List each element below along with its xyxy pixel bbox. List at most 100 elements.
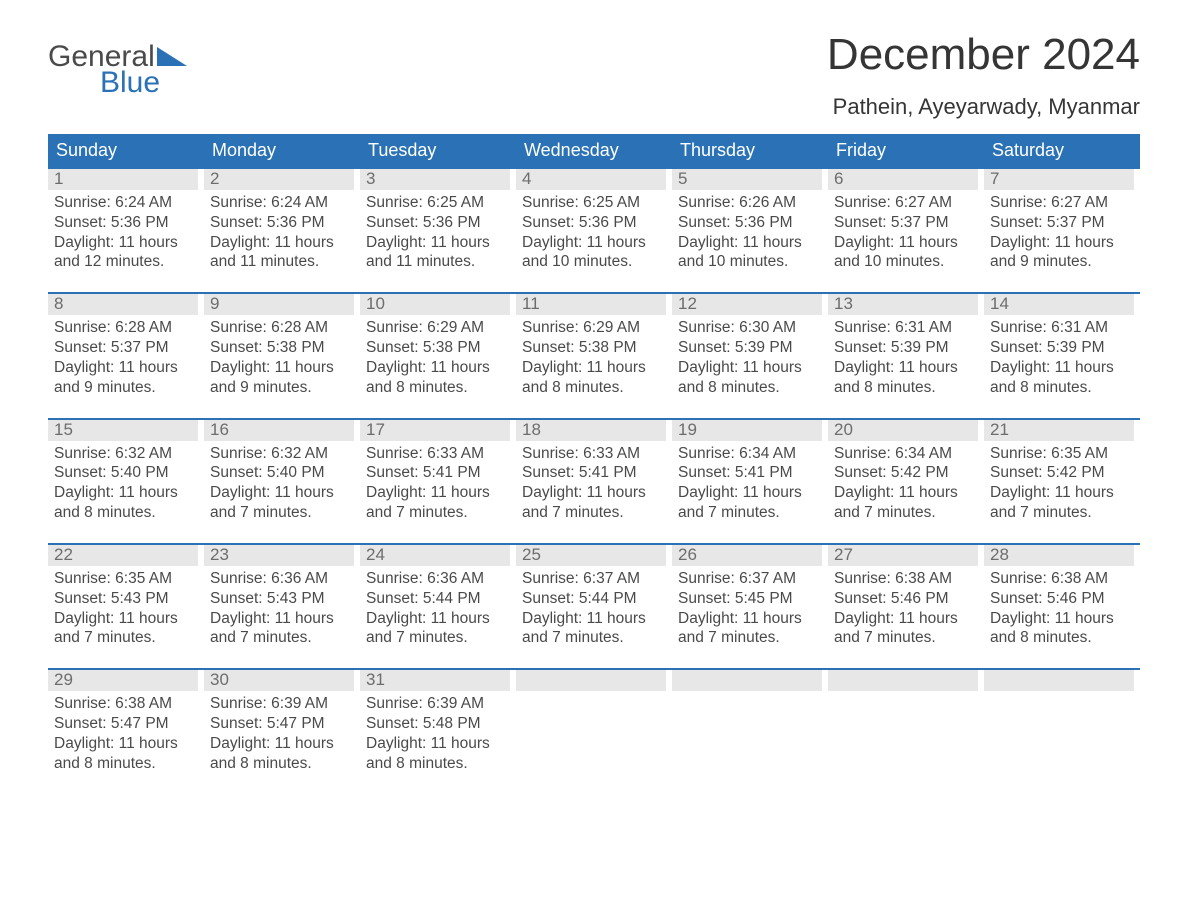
day-info: Sunrise: 6:33 AMSunset: 5:41 PMDaylight:… xyxy=(516,441,666,523)
sunrise-line: Sunrise: 6:26 AM xyxy=(678,193,822,213)
day-cell: 23Sunrise: 6:36 AMSunset: 5:43 PMDayligh… xyxy=(204,545,360,648)
day-cell: 19Sunrise: 6:34 AMSunset: 5:41 PMDayligh… xyxy=(672,420,828,523)
sunset-line: Sunset: 5:47 PM xyxy=(210,714,354,734)
sunset-line: Sunset: 5:39 PM xyxy=(990,338,1134,358)
daylight-line-2: and 7 minutes. xyxy=(990,503,1134,523)
daylight-line-2: and 8 minutes. xyxy=(366,754,510,774)
day-cell: 3Sunrise: 6:25 AMSunset: 5:36 PMDaylight… xyxy=(360,169,516,272)
day-number: 28 xyxy=(984,545,1134,566)
sunset-line: Sunset: 5:46 PM xyxy=(990,589,1134,609)
daylight-line-1: Daylight: 11 hours xyxy=(366,609,510,629)
day-number: 1 xyxy=(48,169,198,190)
sunset-line: Sunset: 5:41 PM xyxy=(366,463,510,483)
sunset-line: Sunset: 5:43 PM xyxy=(210,589,354,609)
day-number: 30 xyxy=(204,670,354,691)
sunrise-line: Sunrise: 6:27 AM xyxy=(990,193,1134,213)
sunrise-line: Sunrise: 6:29 AM xyxy=(366,318,510,338)
header: General Blue December 2024 Pathein, Ayey… xyxy=(48,30,1140,120)
day-info: Sunrise: 6:38 AMSunset: 5:47 PMDaylight:… xyxy=(48,691,198,773)
daylight-line-2: and 8 minutes. xyxy=(54,754,198,774)
daylight-line-2: and 9 minutes. xyxy=(990,252,1134,272)
daylight-line-1: Daylight: 11 hours xyxy=(210,734,354,754)
day-cell: 15Sunrise: 6:32 AMSunset: 5:40 PMDayligh… xyxy=(48,420,204,523)
day-number xyxy=(672,670,822,691)
sunrise-line: Sunrise: 6:32 AM xyxy=(210,444,354,464)
day-number: 21 xyxy=(984,420,1134,441)
sunset-line: Sunset: 5:38 PM xyxy=(366,338,510,358)
daylight-line-1: Daylight: 11 hours xyxy=(54,609,198,629)
daylight-line-1: Daylight: 11 hours xyxy=(366,358,510,378)
day-info: Sunrise: 6:38 AMSunset: 5:46 PMDaylight:… xyxy=(984,566,1134,648)
daylight-line-2: and 8 minutes. xyxy=(522,378,666,398)
day-cell: 17Sunrise: 6:33 AMSunset: 5:41 PMDayligh… xyxy=(360,420,516,523)
weekday-header: Tuesday xyxy=(360,134,516,167)
weekday-header: Wednesday xyxy=(516,134,672,167)
daylight-line-2: and 7 minutes. xyxy=(54,628,198,648)
calendar: SundayMondayTuesdayWednesdayThursdayFrid… xyxy=(48,134,1140,774)
day-cell: 11Sunrise: 6:29 AMSunset: 5:38 PMDayligh… xyxy=(516,294,672,397)
day-info: Sunrise: 6:38 AMSunset: 5:46 PMDaylight:… xyxy=(828,566,978,648)
sunrise-line: Sunrise: 6:38 AM xyxy=(54,694,198,714)
sunset-line: Sunset: 5:37 PM xyxy=(990,213,1134,233)
daylight-line-1: Daylight: 11 hours xyxy=(522,609,666,629)
sunset-line: Sunset: 5:42 PM xyxy=(990,463,1134,483)
sunrise-line: Sunrise: 6:33 AM xyxy=(522,444,666,464)
sunset-line: Sunset: 5:40 PM xyxy=(54,463,198,483)
location: Pathein, Ayeyarwady, Myanmar xyxy=(827,94,1140,120)
day-number: 5 xyxy=(672,169,822,190)
day-number: 27 xyxy=(828,545,978,566)
day-cell: 27Sunrise: 6:38 AMSunset: 5:46 PMDayligh… xyxy=(828,545,984,648)
daylight-line-1: Daylight: 11 hours xyxy=(678,609,822,629)
daylight-line-2: and 8 minutes. xyxy=(54,503,198,523)
sunrise-line: Sunrise: 6:30 AM xyxy=(678,318,822,338)
day-info: Sunrise: 6:24 AMSunset: 5:36 PMDaylight:… xyxy=(204,190,354,272)
daylight-line-1: Daylight: 11 hours xyxy=(210,609,354,629)
daylight-line-1: Daylight: 11 hours xyxy=(834,233,978,253)
day-number: 11 xyxy=(516,294,666,315)
day-cell: 16Sunrise: 6:32 AMSunset: 5:40 PMDayligh… xyxy=(204,420,360,523)
day-info: Sunrise: 6:31 AMSunset: 5:39 PMDaylight:… xyxy=(984,315,1134,397)
day-number: 6 xyxy=(828,169,978,190)
daylight-line-2: and 11 minutes. xyxy=(366,252,510,272)
sunset-line: Sunset: 5:37 PM xyxy=(54,338,198,358)
daylight-line-2: and 7 minutes. xyxy=(210,503,354,523)
day-number: 31 xyxy=(360,670,510,691)
day-cell: 5Sunrise: 6:26 AMSunset: 5:36 PMDaylight… xyxy=(672,169,828,272)
day-number: 19 xyxy=(672,420,822,441)
day-info: Sunrise: 6:39 AMSunset: 5:47 PMDaylight:… xyxy=(204,691,354,773)
sunrise-line: Sunrise: 6:25 AM xyxy=(522,193,666,213)
day-cell: 30Sunrise: 6:39 AMSunset: 5:47 PMDayligh… xyxy=(204,670,360,773)
day-cell: 25Sunrise: 6:37 AMSunset: 5:44 PMDayligh… xyxy=(516,545,672,648)
sunrise-line: Sunrise: 6:25 AM xyxy=(366,193,510,213)
daylight-line-2: and 8 minutes. xyxy=(366,378,510,398)
day-number: 29 xyxy=(48,670,198,691)
daylight-line-1: Daylight: 11 hours xyxy=(678,483,822,503)
weekday-header: Thursday xyxy=(672,134,828,167)
daylight-line-2: and 10 minutes. xyxy=(834,252,978,272)
day-info: Sunrise: 6:35 AMSunset: 5:42 PMDaylight:… xyxy=(984,441,1134,523)
week-row: 1 Sunrise: 6:24 AMSunset: 5:36 PMDaylight… xyxy=(48,167,1140,272)
daylight-line-2: and 8 minutes. xyxy=(678,378,822,398)
day-cell: 24Sunrise: 6:36 AMSunset: 5:44 PMDayligh… xyxy=(360,545,516,648)
day-cell: 20Sunrise: 6:34 AMSunset: 5:42 PMDayligh… xyxy=(828,420,984,523)
sunrise-line: Sunrise: 6:27 AM xyxy=(834,193,978,213)
daylight-line-2: and 12 minutes. xyxy=(54,252,198,272)
daylight-line-1: Daylight: 11 hours xyxy=(990,233,1134,253)
day-number xyxy=(984,670,1134,691)
day-info: Sunrise: 6:30 AMSunset: 5:39 PMDaylight:… xyxy=(672,315,822,397)
daylight-line-2: and 10 minutes. xyxy=(678,252,822,272)
day-number: 18 xyxy=(516,420,666,441)
sunset-line: Sunset: 5:36 PM xyxy=(678,213,822,233)
week-row: 15Sunrise: 6:32 AMSunset: 5:40 PMDayligh… xyxy=(48,418,1140,523)
daylight-line-1: Daylight: 11 hours xyxy=(990,483,1134,503)
day-info: Sunrise: 6:25 AMSunset: 5:36 PMDaylight:… xyxy=(516,190,666,272)
day-number: 3 xyxy=(360,169,510,190)
sunset-line: Sunset: 5:44 PM xyxy=(366,589,510,609)
day-cell xyxy=(828,670,984,773)
day-info: Sunrise: 6:36 AMSunset: 5:43 PMDaylight:… xyxy=(204,566,354,648)
logo-text-blue: Blue xyxy=(48,68,187,98)
sunrise-line: Sunrise: 6:35 AM xyxy=(990,444,1134,464)
sunrise-line: Sunrise: 6:39 AM xyxy=(366,694,510,714)
day-info: Sunrise: 6:37 AMSunset: 5:45 PMDaylight:… xyxy=(672,566,822,648)
day-cell xyxy=(516,670,672,773)
